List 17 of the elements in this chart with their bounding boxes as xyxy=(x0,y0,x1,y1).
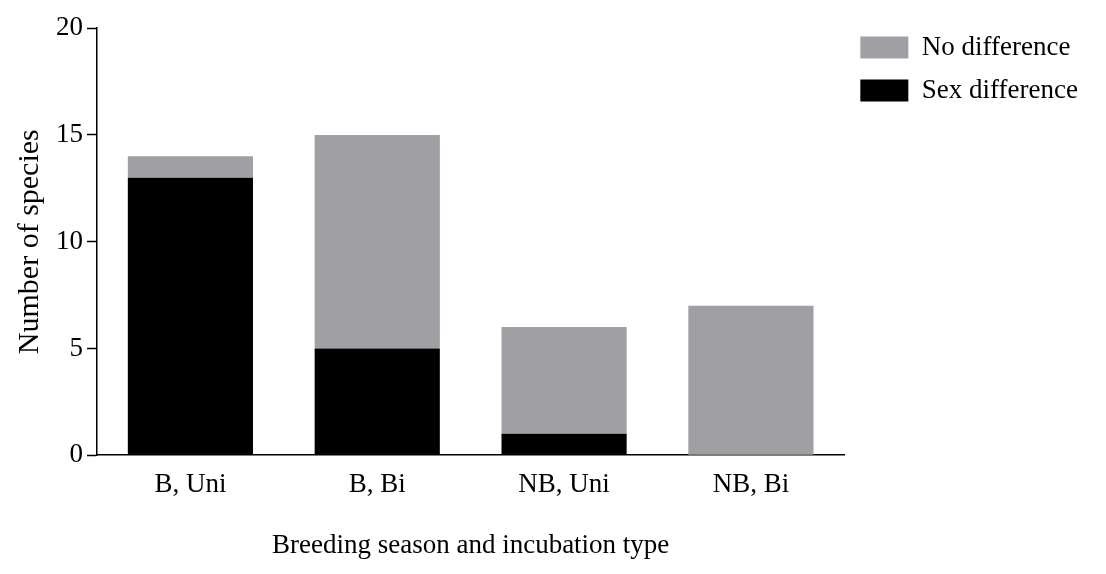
bar xyxy=(501,327,627,434)
x-axis-title: Breeding season and incubation type xyxy=(271,528,670,559)
y-axis-title: Number of species xyxy=(10,129,44,355)
y-tick-label: 0 xyxy=(69,438,83,469)
y-tick-label: 5 xyxy=(69,331,83,362)
bar xyxy=(314,134,440,349)
legend-label: Sex difference xyxy=(921,73,1079,104)
x-tick-label: NB, Bi xyxy=(712,468,790,499)
bar xyxy=(688,305,814,455)
y-tick-label: 20 xyxy=(56,11,83,42)
legend-label: No difference xyxy=(921,30,1071,61)
y-tick-label: 10 xyxy=(56,224,83,255)
x-tick-label: NB, Uni xyxy=(518,468,610,499)
x-tick-label: B, Uni xyxy=(154,468,227,499)
x-tick-label: B, Bi xyxy=(348,468,406,499)
bar xyxy=(127,156,254,178)
y-tick-label: 15 xyxy=(56,118,83,149)
